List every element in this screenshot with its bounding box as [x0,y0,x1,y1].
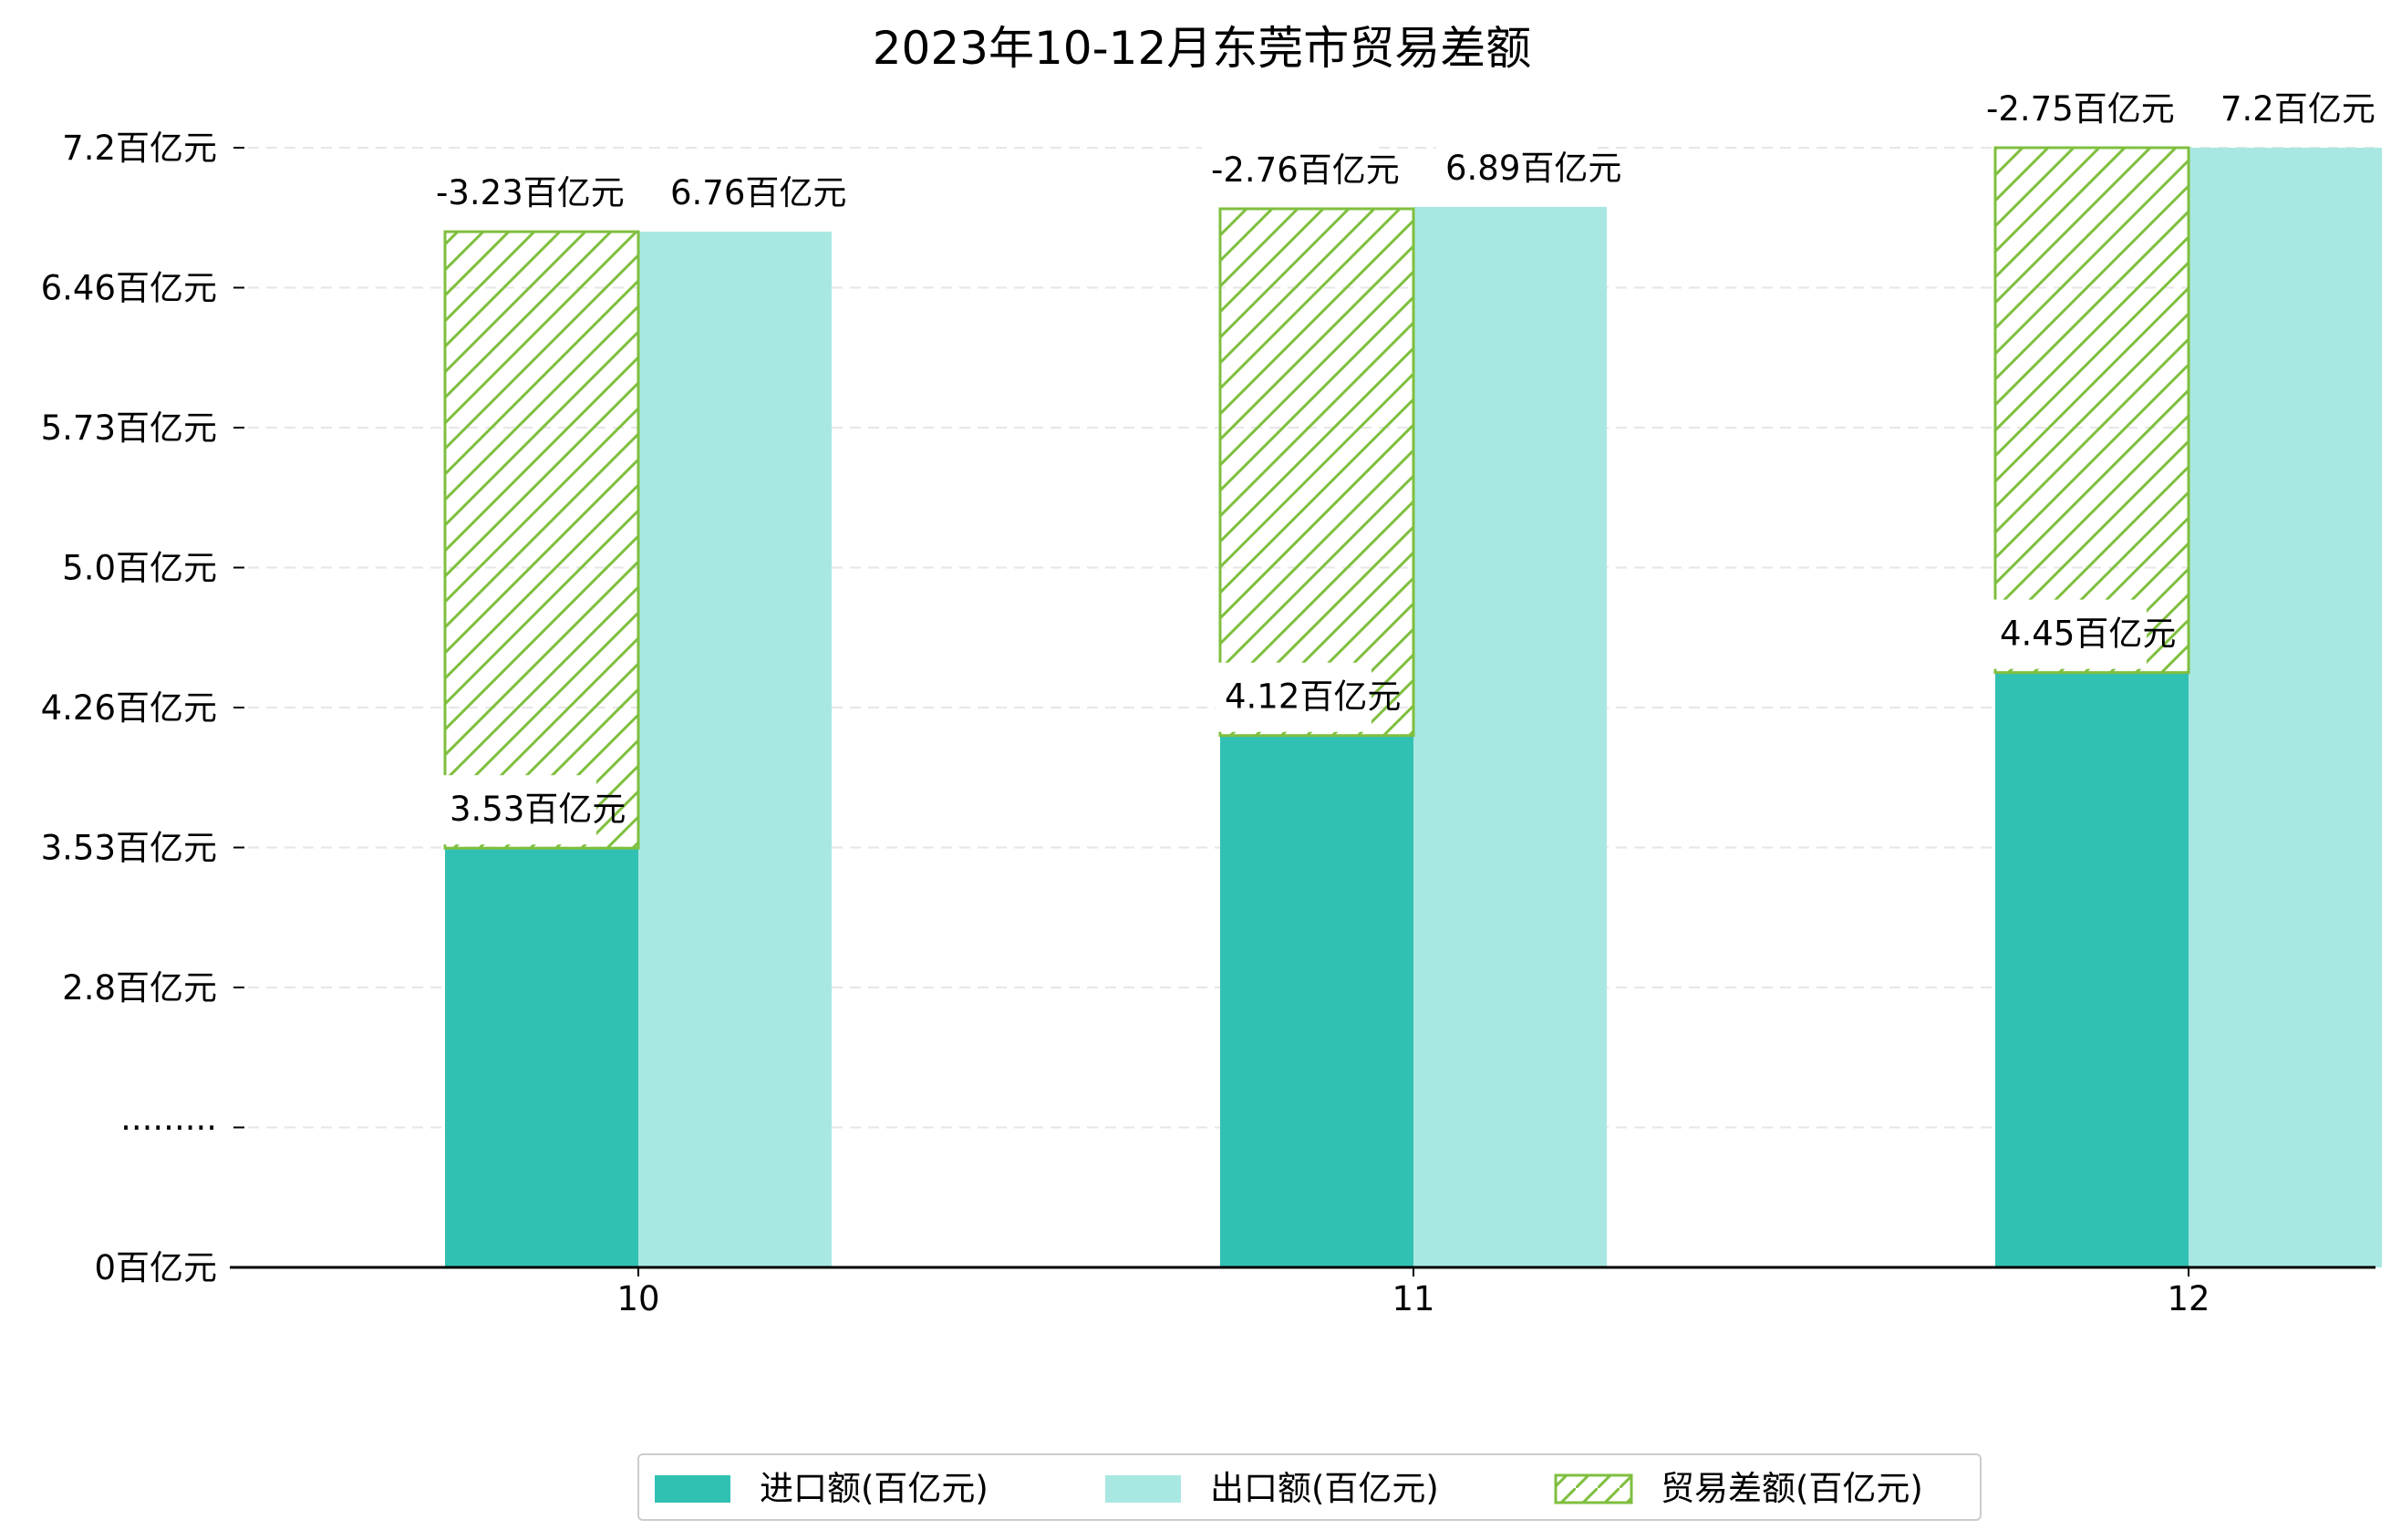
export-value-label: 6.89百亿元 [1445,149,1621,188]
export-value-label: 7.2百亿元 [2220,89,2375,129]
axes: 0百亿元 ········· 2.8百亿元 3.53百亿元 4.26百亿元 5.0百亿元 5… [41,129,2375,1318]
balance-bar [1218,207,1415,738]
export-value-label-bg [1436,133,1592,203]
y-tick-label: 5.0百亿元 [62,549,217,588]
data-labels: 3.53百亿元 6.76百亿元 -3.23百亿元 4.12百亿元 6.89百亿元 -2.7… [427,75,2375,845]
export-bar [638,232,832,1268]
import-bar [1220,735,1413,1267]
balance-value-label-bg [427,159,602,229]
y-tick-label: 6.46百亿元 [41,269,217,308]
x-tick-label: 12 [2167,1279,2210,1318]
y-tick-label: 5.73百亿元 [41,408,217,448]
balance-value-label: -2.76百亿元 [1211,150,1400,190]
bars [443,146,2382,1268]
legend-swatch-export [1105,1475,1181,1503]
y-tick-label: 7.2百亿元 [62,129,217,168]
import-value-label-bg [1216,662,1371,732]
chart-title: 2023年10-12月东莞市贸易差额 [873,22,1532,75]
legend-label: 进口额(百亿元) [760,1469,988,1508]
import-bar [1995,672,2189,1267]
import-value-label: 3.53百亿元 [450,790,626,829]
y-tick-label: 4.26百亿元 [41,688,217,728]
export-value-label-bg [2211,75,2348,144]
legend-label: 贸易差额(百亿元) [1661,1469,1923,1508]
import-value-label: 4.45百亿元 [2000,615,2176,654]
export-bar [1413,206,1607,1267]
legend-label: 出口额(百亿元) [1210,1469,1439,1508]
export-value-label-bg [661,159,817,229]
balance-value-label-bg [1977,75,2152,144]
balance-value-label-bg [1202,135,1377,205]
balance-bar [443,230,640,850]
import-value-label-bg [440,775,596,845]
legend-frame [637,1453,1982,1521]
y-tick-label: 3.53百亿元 [41,829,217,868]
y-tick-label: 0百亿元 [94,1248,217,1287]
balance-value-label: -3.23百亿元 [436,173,625,212]
export-value-label: 6.76百亿元 [670,173,846,212]
import-value-label: 4.12百亿元 [1225,677,1401,717]
x-tick-label: 11 [1392,1279,1434,1318]
export-bar [2189,148,2382,1267]
legend-swatch-import [655,1475,730,1503]
y-tick-label: 2.8百亿元 [62,968,217,1008]
balance-value-label: -2.75百亿元 [1986,89,2175,129]
legend-swatch-balance [1554,1473,1633,1504]
import-value-label-bg [1991,599,2147,669]
balance-bar [1993,146,2190,675]
x-tick-label: 10 [616,1279,659,1318]
y-tick-label: ········· [120,1109,217,1148]
legend: 进口额(百亿元) 出口额(百亿元) 贸易差额(百亿元) [637,1453,1982,1521]
import-bar [445,848,638,1267]
